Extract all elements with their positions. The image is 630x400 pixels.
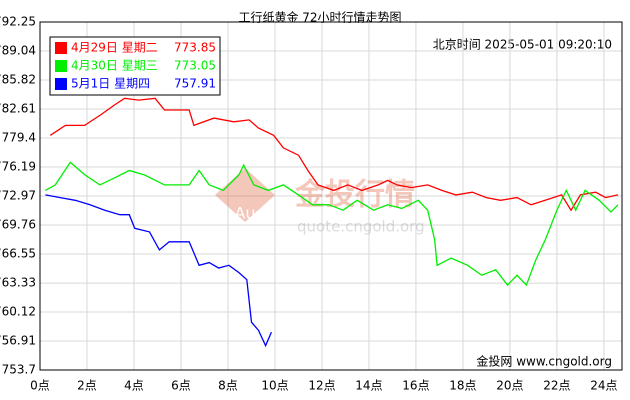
- series-line: [49, 97, 619, 212]
- x-tick-label: 24点: [590, 379, 617, 393]
- x-tick-label: 4点: [124, 379, 144, 393]
- x-tick-label: 14点: [355, 379, 382, 393]
- watermark-badge: Au: [234, 204, 255, 223]
- legend-value: 773.85: [174, 41, 216, 55]
- legend-swatch: [55, 60, 67, 72]
- x-tick-label: 6点: [171, 379, 191, 393]
- x-tick-label: 2点: [77, 379, 97, 393]
- chart-subtitle: 北京时间 2025-05-01 09:20:10: [433, 38, 612, 52]
- y-tick-label: 753.7: [2, 363, 36, 377]
- legend-swatch: [55, 78, 67, 90]
- x-tick-label: 16点: [402, 379, 429, 393]
- x-tick-label: 12点: [308, 379, 335, 393]
- y-tick-label: 792.25: [0, 15, 36, 29]
- legend-name: 4月29日 星期二: [71, 41, 158, 55]
- x-tick-label: 18点: [449, 379, 476, 393]
- legend: 4月29日 星期二 773.85 4月30日 星期三 773.05 5月1日 星期四 75…: [49, 36, 221, 96]
- y-tick-label: 779.4: [2, 131, 36, 145]
- series-line: [45, 161, 619, 287]
- y-tick-label: 785.82: [0, 73, 36, 87]
- watermark-url: quote.cngold.org: [297, 218, 425, 236]
- x-tick-label: 22点: [543, 379, 570, 393]
- legend-name: 5月1日 星期四: [71, 77, 150, 91]
- watermark-logo: [215, 168, 275, 222]
- y-tick-label: 789.04: [0, 43, 36, 57]
- y-tick-label: 772.97: [0, 189, 36, 203]
- legend-swatch: [55, 42, 67, 54]
- legend-value: 773.05: [174, 59, 216, 73]
- y-tick-label: 766.55: [0, 247, 36, 261]
- x-tick-label: 20点: [496, 379, 523, 393]
- y-tick-label: 769.76: [0, 218, 36, 232]
- y-tick-label: 756.91: [0, 334, 36, 348]
- y-tick-label: 763.33: [0, 276, 36, 290]
- legend-box: [49, 36, 221, 96]
- y-tick-label: 760.12: [0, 305, 36, 319]
- chart-title: 工行纸黄金 72小时行情走势图: [238, 10, 401, 25]
- legend-value: 757.91: [174, 77, 216, 91]
- y-tick-label: 776.19: [0, 159, 36, 173]
- series-line: [45, 194, 272, 348]
- legend-name: 4月30日 星期三: [71, 59, 158, 73]
- y-tick-label: 782.61: [0, 102, 36, 116]
- x-tick-label: 8点: [218, 379, 238, 393]
- x-tick-label: 10点: [261, 379, 288, 393]
- x-tick-label: 0点: [30, 379, 50, 393]
- plot-border: [39, 21, 623, 371]
- source: 金投网 www.cngold.org: [476, 354, 612, 369]
